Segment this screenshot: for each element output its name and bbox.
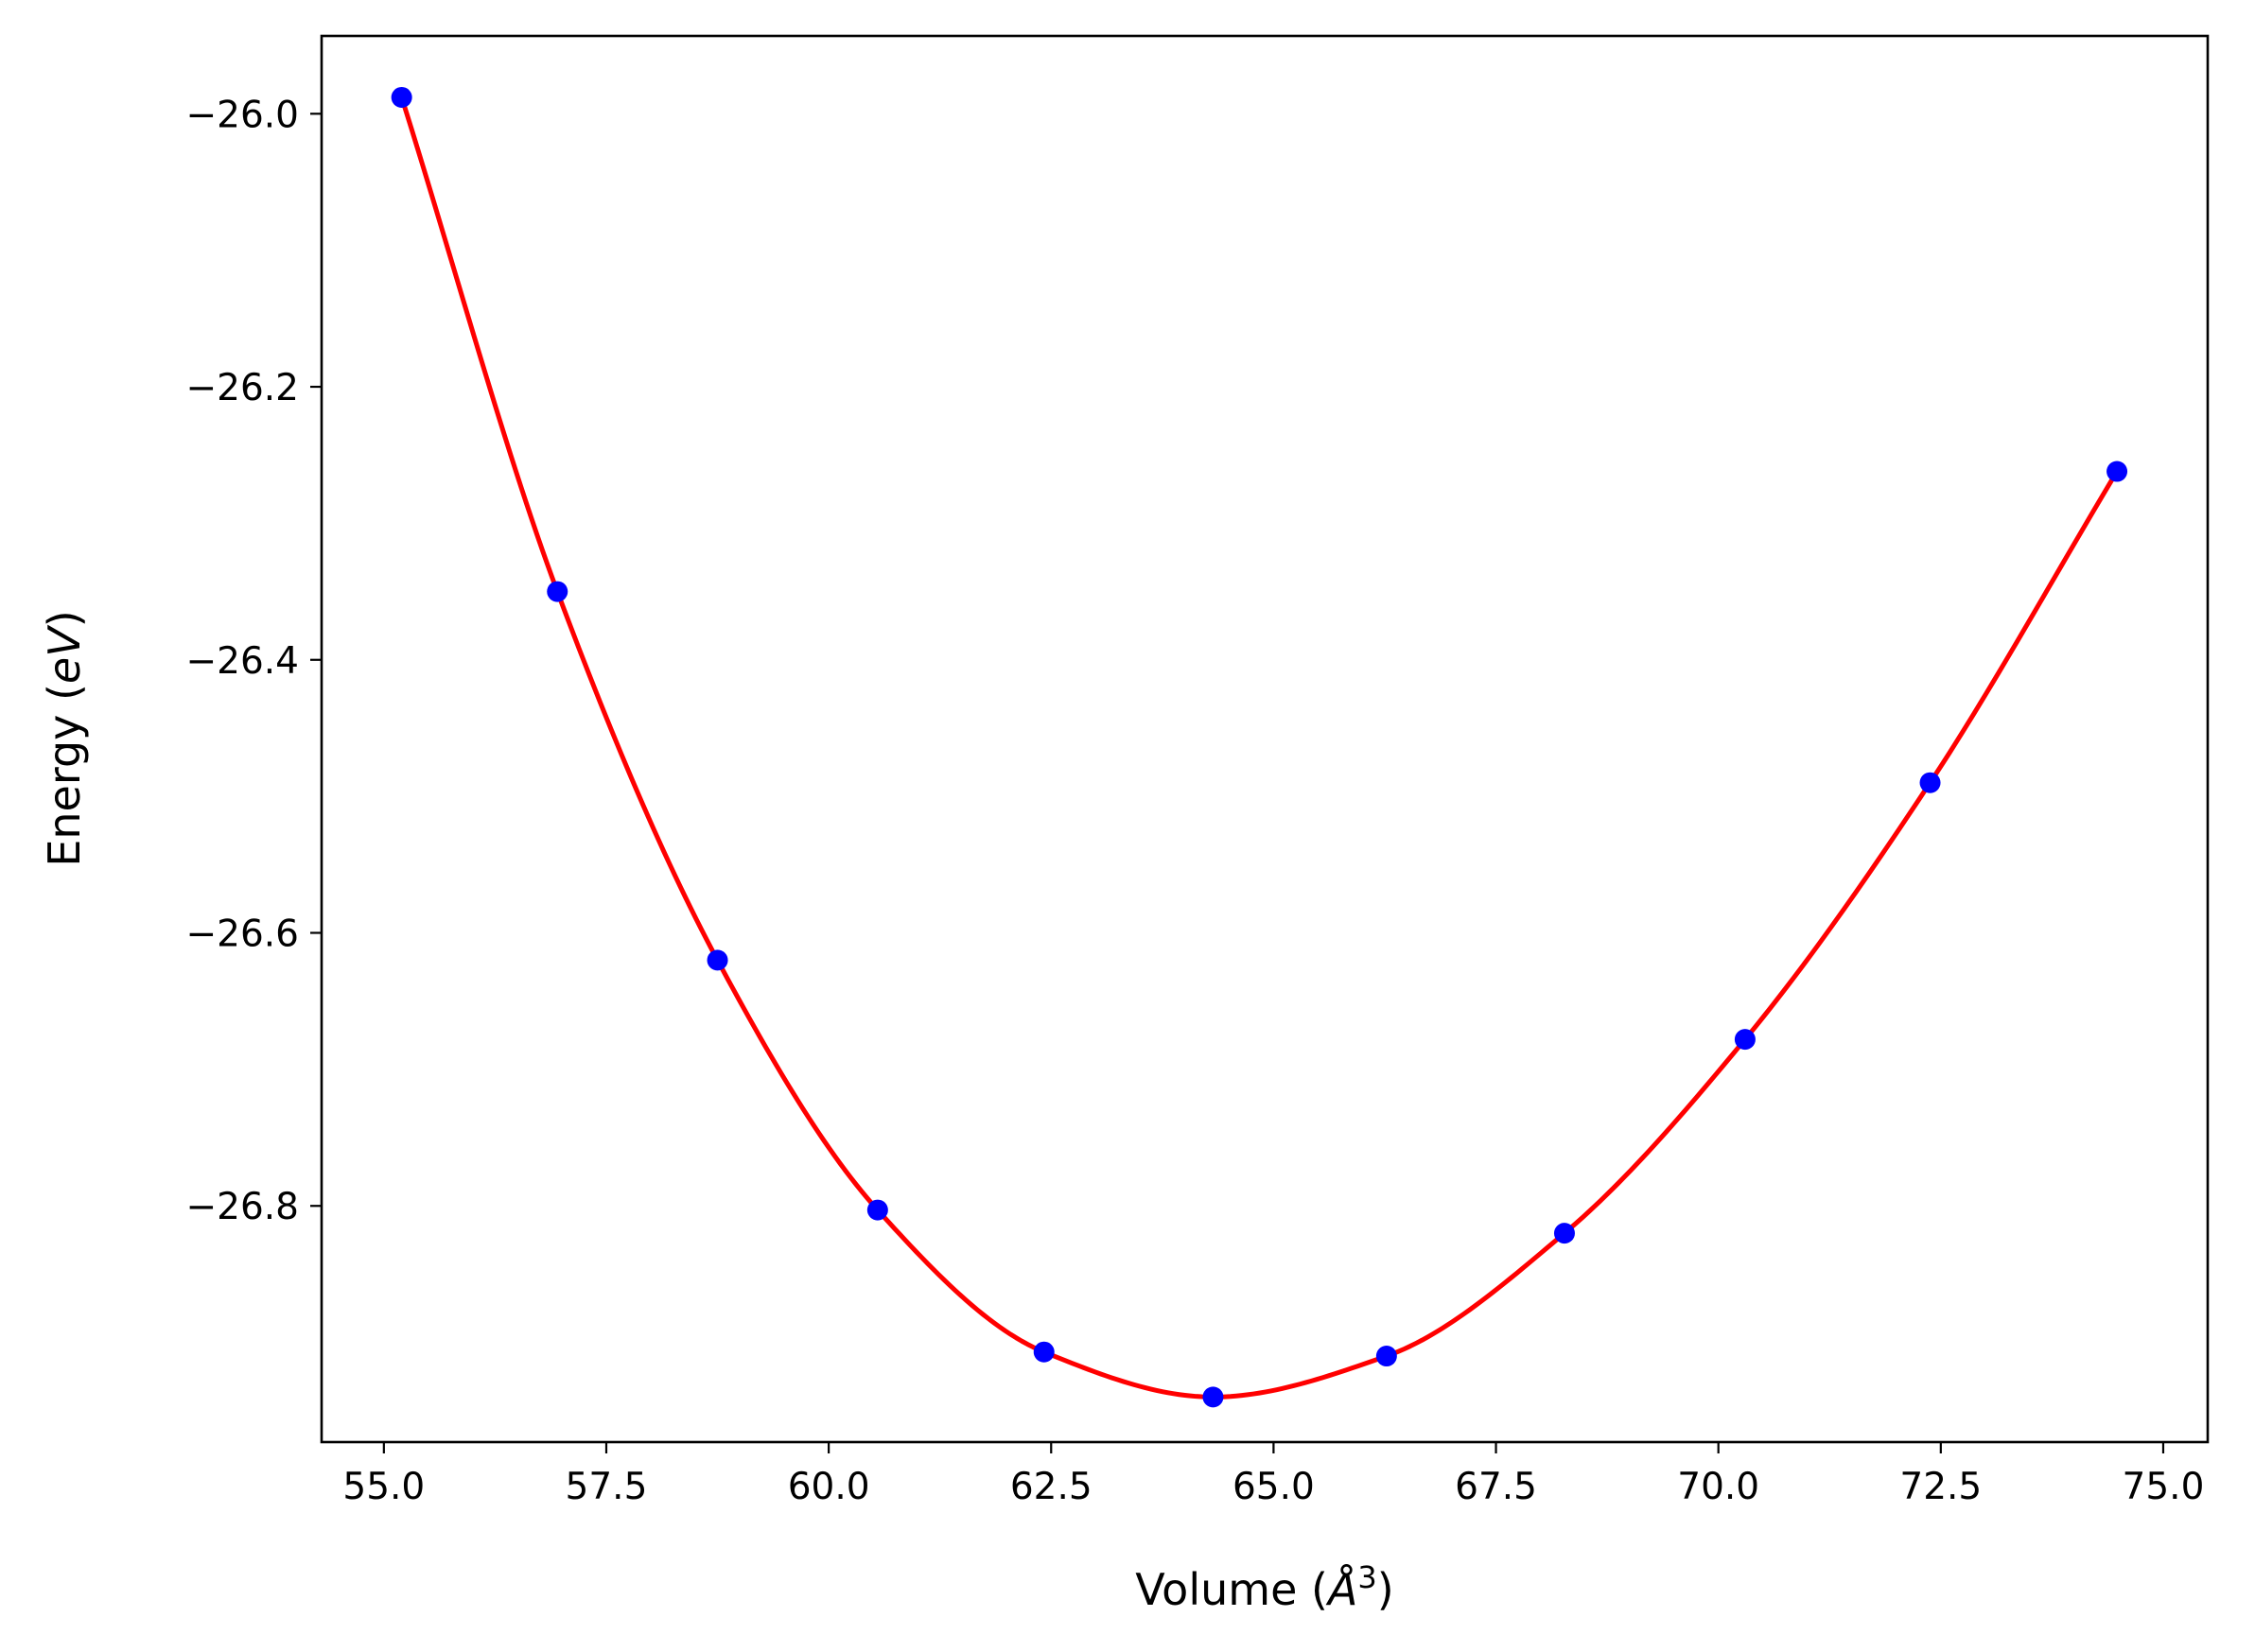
data-point: [1375, 1346, 1397, 1367]
x-axis-label: Volume (Å3): [1135, 1559, 1393, 1615]
x-tick-label: 67.5: [1455, 1466, 1537, 1508]
y-tick-label: −26.4: [185, 640, 299, 683]
plot-frame: [320, 34, 2210, 1444]
x-tick-label: 62.5: [1010, 1466, 1093, 1508]
data-point: [1033, 1341, 1055, 1363]
y-axis: −26.0 −26.2 −26.4 −26.6 −26.8: [185, 94, 322, 1228]
data-point: [866, 1199, 888, 1221]
x-tick-label: 72.5: [1899, 1466, 1982, 1508]
y-tick-label: −26.8: [185, 1186, 299, 1228]
x-tick-label: 55.0: [342, 1466, 425, 1508]
y-tick-label: −26.6: [185, 913, 299, 956]
y-tick-label: −26.2: [185, 367, 299, 409]
data-point: [1919, 772, 1941, 793]
y-tick-label: −26.0: [185, 94, 299, 136]
data-point: [707, 949, 728, 971]
x-tick-label: 70.0: [1677, 1466, 1759, 1508]
plot-layer: [391, 86, 2128, 1408]
data-point: [1734, 1029, 1756, 1051]
x-tick-label: 75.0: [2123, 1466, 2205, 1508]
x-tick-label: 60.0: [788, 1466, 870, 1508]
data-point: [391, 86, 412, 108]
data-point: [2106, 461, 2128, 482]
y-axis-label: Energy (eV): [39, 610, 90, 866]
x-tick-label: 65.0: [1232, 1466, 1315, 1508]
data-points: [391, 86, 2128, 1408]
data-point: [1553, 1223, 1575, 1244]
data-point: [547, 581, 568, 602]
data-point: [1202, 1386, 1224, 1408]
x-axis: 55.0 57.5 60.0 62.5 65.0 67.5 70.0 72.5 75.0: [342, 1442, 2204, 1508]
x-tick-label: 57.5: [566, 1466, 648, 1508]
